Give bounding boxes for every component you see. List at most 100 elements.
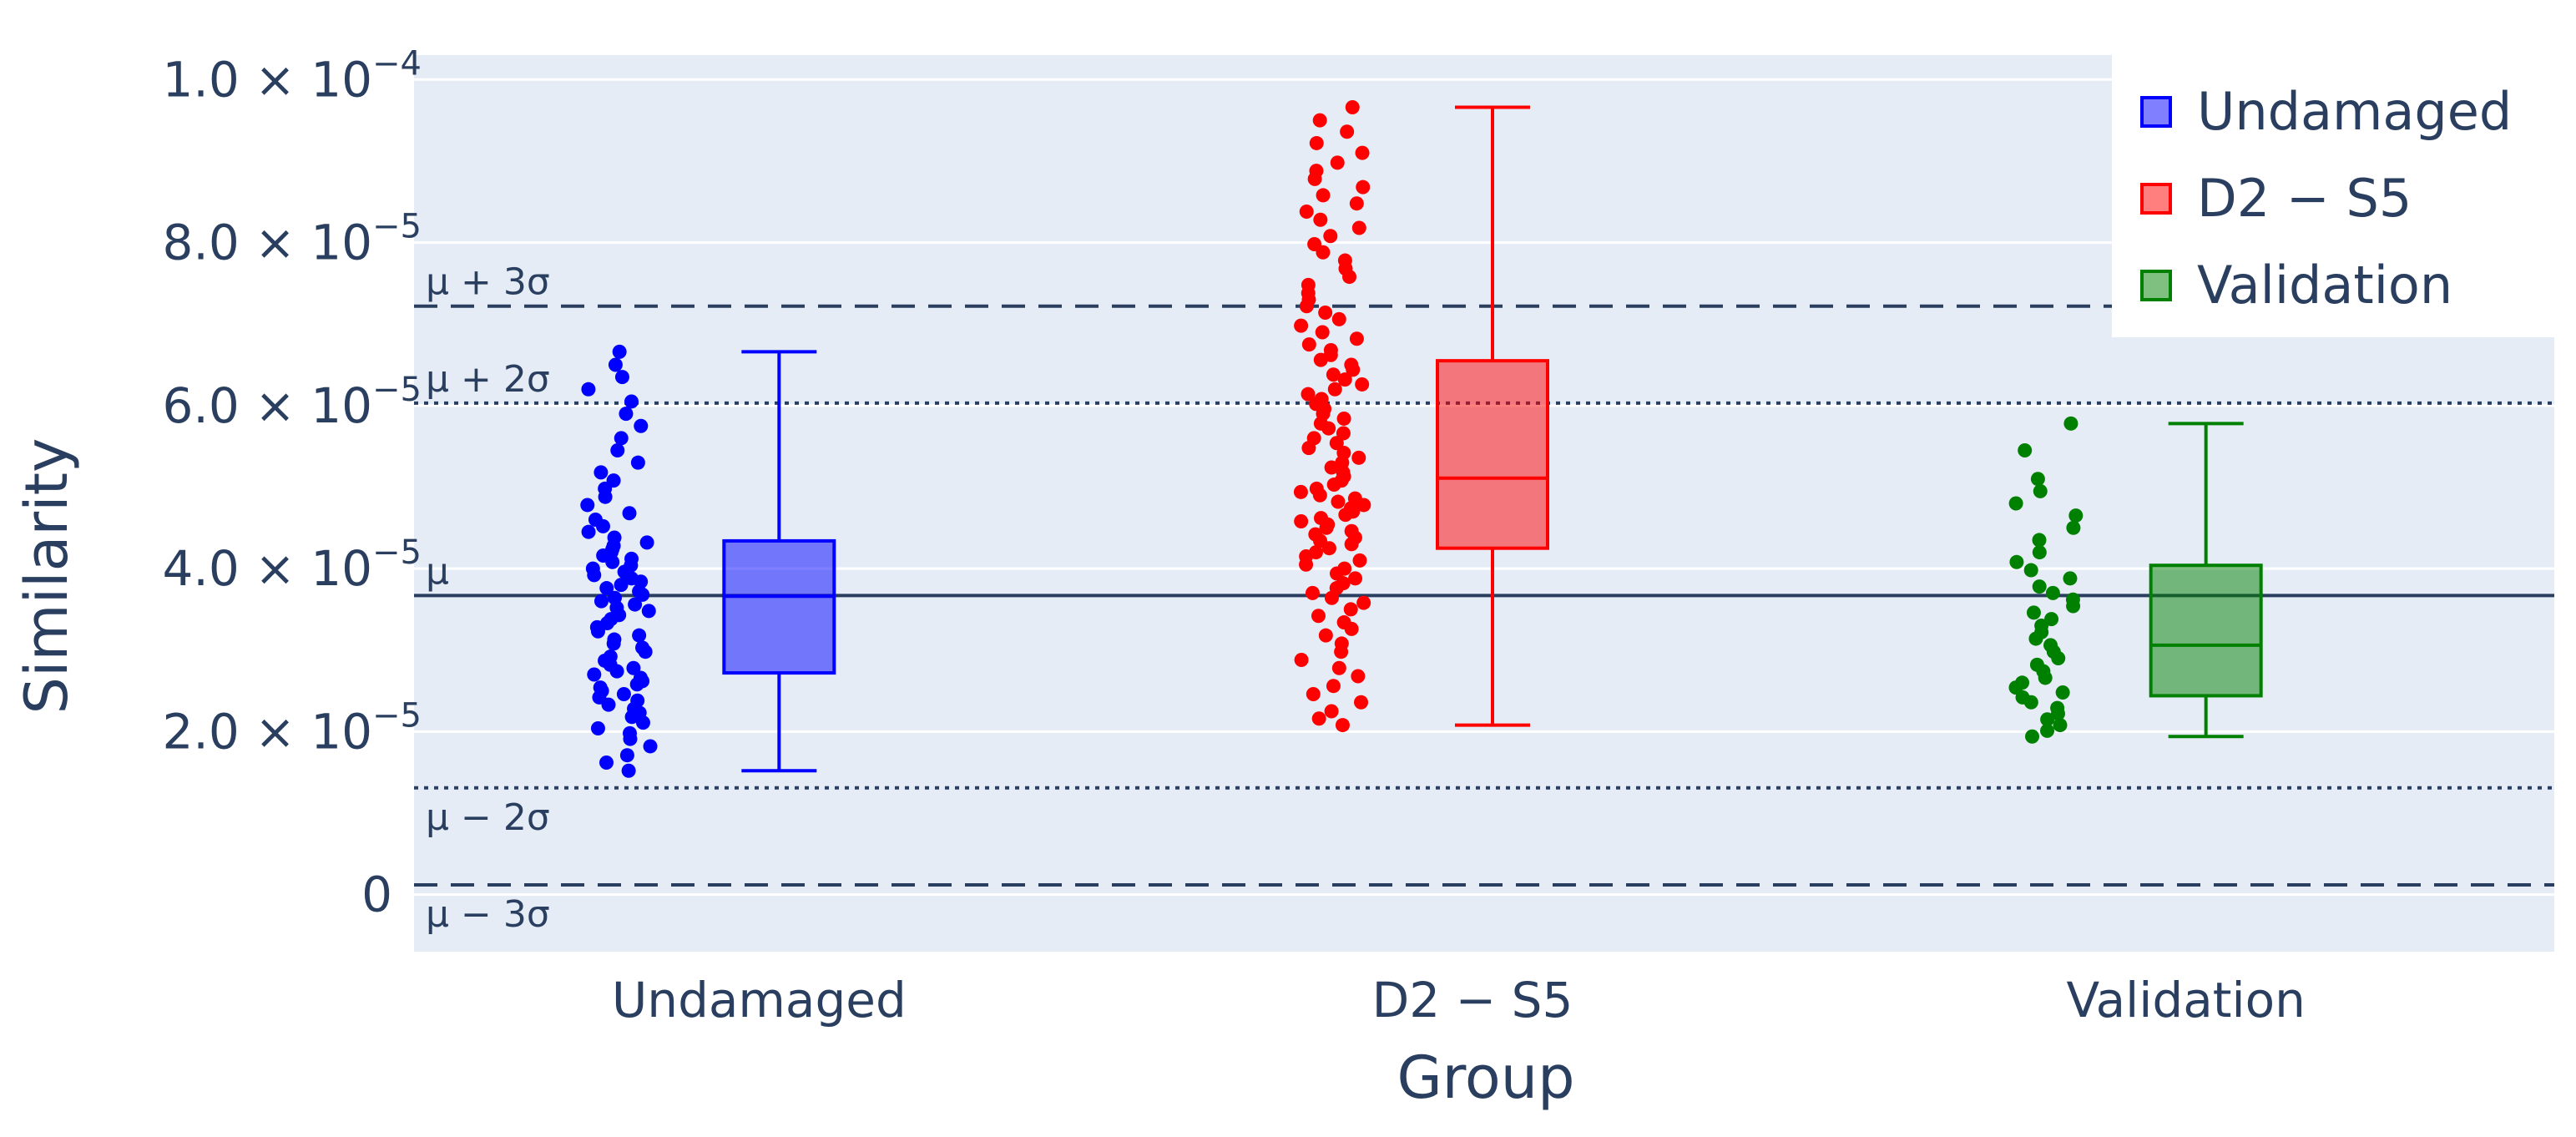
data-point xyxy=(1301,387,1316,402)
data-point xyxy=(588,513,603,528)
data-point xyxy=(612,344,627,359)
data-point xyxy=(1294,318,1309,333)
data-point xyxy=(2029,657,2044,672)
reference-line-label: μ + 3σ xyxy=(426,261,550,304)
data-point xyxy=(599,581,614,596)
data-point xyxy=(2043,638,2058,653)
data-point xyxy=(614,370,629,385)
data-point xyxy=(1308,527,1323,542)
data-point xyxy=(1323,229,1338,244)
data-point xyxy=(1337,253,1352,268)
data-point xyxy=(1305,585,1320,600)
data-point xyxy=(1344,523,1359,538)
data-point xyxy=(2023,563,2038,578)
data-point xyxy=(635,640,650,655)
legend-label: D2 − S5 xyxy=(2197,168,2412,229)
data-point xyxy=(603,649,618,665)
data-point xyxy=(585,561,600,576)
data-point xyxy=(2030,472,2045,487)
data-point xyxy=(1336,426,1351,441)
data-point xyxy=(622,725,637,740)
data-point xyxy=(2055,685,2070,700)
data-point xyxy=(630,455,645,470)
legend-label: Validation xyxy=(2197,255,2452,316)
data-point xyxy=(1340,124,1355,139)
data-point xyxy=(2053,718,2068,733)
data-point xyxy=(1351,669,1366,684)
data-point xyxy=(593,680,608,695)
data-point xyxy=(587,667,602,682)
data-point xyxy=(1331,494,1346,509)
legend: Undamaged D2 − S5 Validation xyxy=(2112,55,2554,337)
data-point xyxy=(1318,628,1333,643)
series-0 xyxy=(580,344,836,778)
data-point xyxy=(2065,592,2080,607)
data-point xyxy=(622,506,637,521)
data-point xyxy=(1314,511,1329,526)
data-point xyxy=(626,660,641,675)
data-point xyxy=(1301,337,1316,352)
data-point xyxy=(1355,376,1370,392)
data-point xyxy=(1337,372,1352,387)
data-point xyxy=(1349,196,1364,211)
reference-line-label: μ + 2σ xyxy=(426,358,550,401)
data-point xyxy=(1309,481,1324,496)
data-point xyxy=(2045,585,2060,600)
data-point xyxy=(607,632,622,647)
data-point xyxy=(1352,553,1367,568)
data-point xyxy=(1318,306,1333,321)
data-point xyxy=(580,498,595,513)
data-point xyxy=(606,473,621,488)
data-point xyxy=(2018,443,2033,458)
data-point xyxy=(1334,636,1349,651)
legend-label: Undamaged xyxy=(2197,81,2512,142)
x-tick-label: D2 − S5 xyxy=(1372,972,1573,1028)
data-point xyxy=(1312,113,1327,128)
data-point xyxy=(599,755,614,770)
y-tick-label: 8.0 × 10−5 xyxy=(163,208,422,271)
data-point xyxy=(632,628,647,643)
data-point xyxy=(1331,311,1346,326)
data-point xyxy=(1356,595,1371,610)
data-point xyxy=(2009,554,2024,569)
data-point xyxy=(1309,135,1324,150)
data-point xyxy=(1306,686,1321,701)
data-point xyxy=(1351,220,1366,235)
legend-background xyxy=(2112,55,2554,337)
data-point xyxy=(1323,342,1338,357)
data-point xyxy=(2032,533,2047,548)
data-point xyxy=(1313,212,1328,227)
legend-swatch xyxy=(2140,270,2172,301)
data-point xyxy=(1351,450,1366,465)
data-point xyxy=(616,686,631,701)
data-point xyxy=(624,551,639,566)
data-point xyxy=(614,578,629,593)
data-point xyxy=(1309,164,1324,179)
data-point xyxy=(2040,712,2055,727)
data-point xyxy=(1299,204,1314,219)
data-point xyxy=(1355,145,1370,160)
y-tick-label: 1.0 × 10−4 xyxy=(163,44,422,108)
legend-swatch xyxy=(2140,183,2172,215)
data-point xyxy=(1344,357,1359,372)
data-point xyxy=(2008,496,2023,511)
data-point xyxy=(1294,652,1309,667)
data-point xyxy=(593,594,609,609)
data-point xyxy=(2032,579,2047,594)
data-point xyxy=(634,418,649,433)
data-point xyxy=(1336,615,1351,630)
data-point xyxy=(2032,545,2047,560)
box xyxy=(722,538,836,675)
data-point xyxy=(1335,718,1350,733)
data-point xyxy=(610,443,625,458)
data-point xyxy=(624,394,639,409)
y-tick-label: 4.0 × 10−5 xyxy=(163,533,422,597)
data-point xyxy=(619,407,634,422)
data-point xyxy=(630,693,645,708)
data-point xyxy=(1307,237,1322,252)
data-point xyxy=(2015,675,2030,690)
data-point xyxy=(1337,561,1352,576)
data-point xyxy=(1336,411,1351,426)
x-axis: Undamaged D2 − S5 Validation xyxy=(612,972,2306,1028)
